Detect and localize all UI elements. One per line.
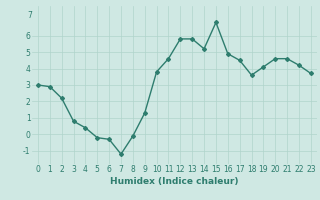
X-axis label: Humidex (Indice chaleur): Humidex (Indice chaleur) [110,177,239,186]
Text: 7: 7 [27,11,32,20]
